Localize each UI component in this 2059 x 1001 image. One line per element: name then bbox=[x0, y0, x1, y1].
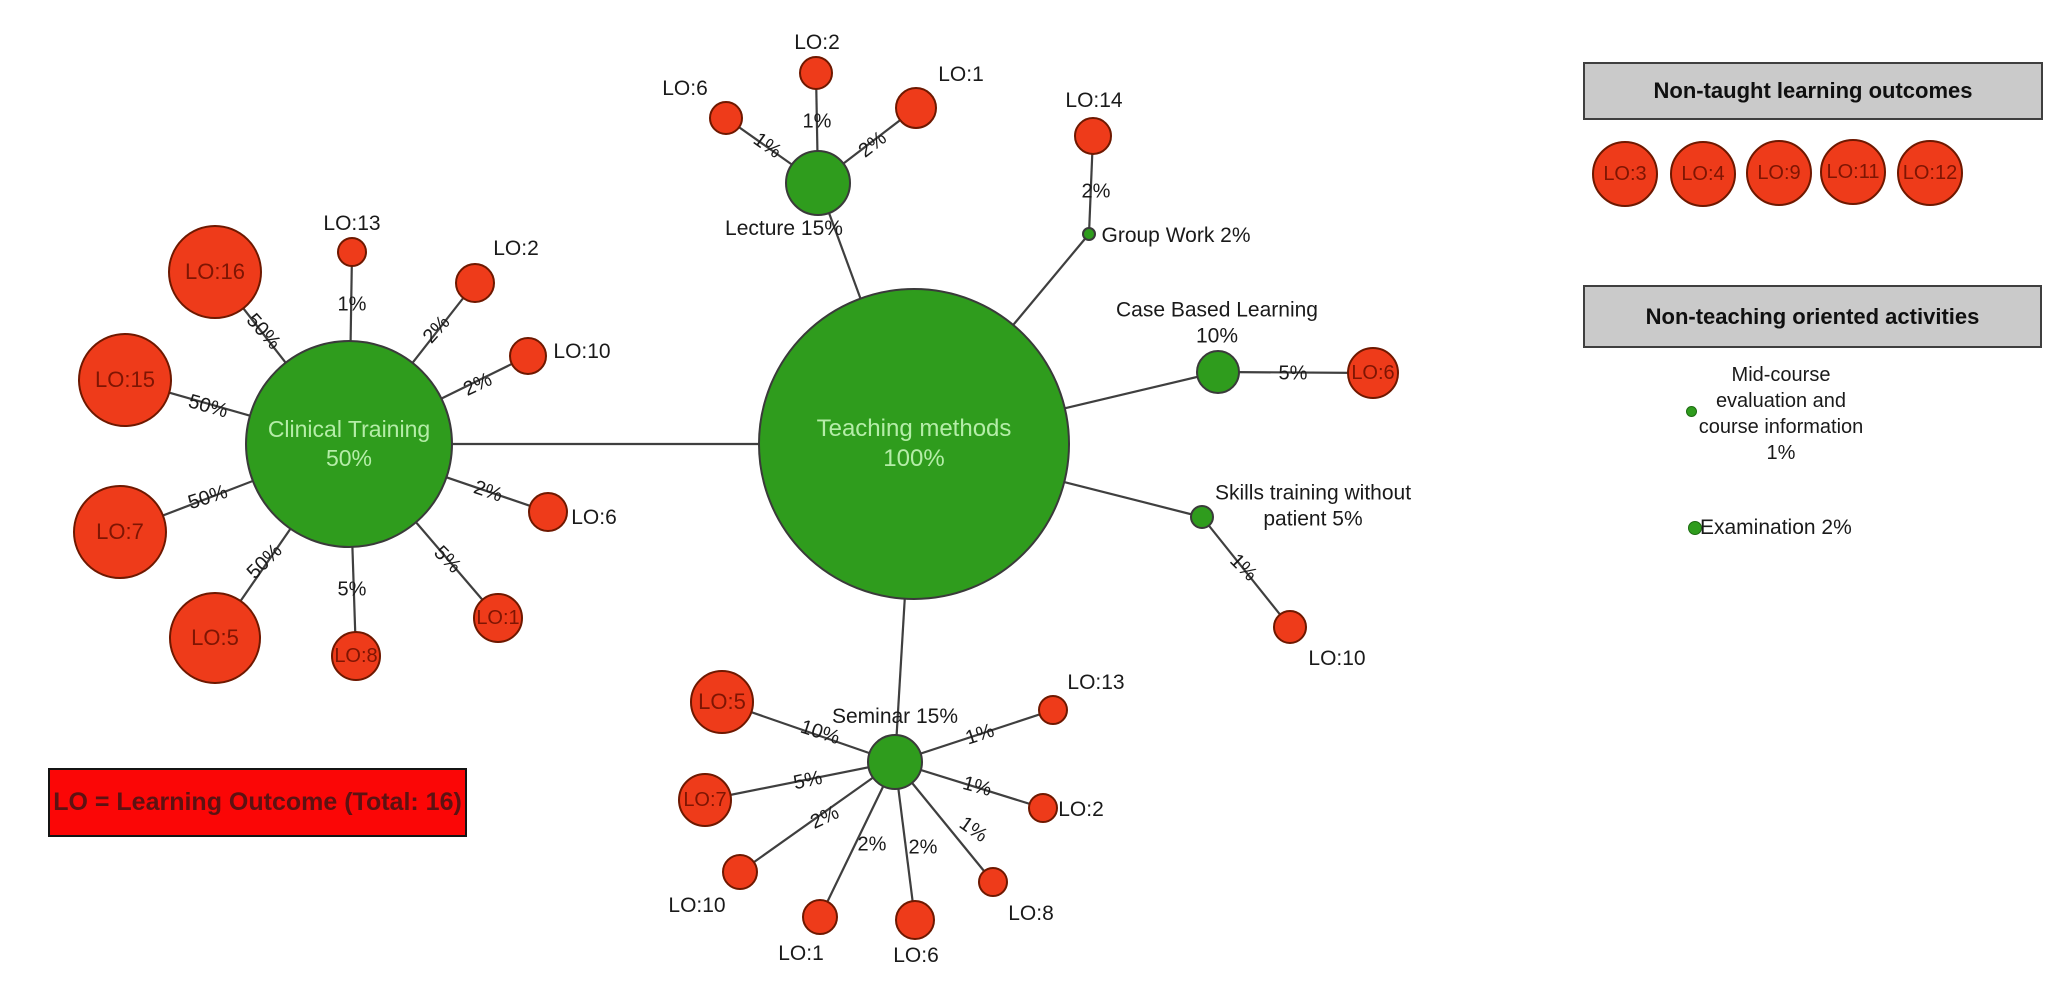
edge-line-skills-sk_lo10 bbox=[1201, 516, 1291, 628]
edge-label-case_based-cbl_lo6: 5% bbox=[1278, 362, 1308, 385]
node-sem_lo1 bbox=[802, 899, 838, 935]
node-cbl_lo6: LO:6 bbox=[1347, 347, 1399, 399]
node-cl_lo6 bbox=[528, 492, 568, 532]
node-label-cl_lo2: LO:2 bbox=[493, 237, 539, 261]
edge-label-seminar-sem_lo6: 2% bbox=[908, 836, 938, 859]
node-cl_lo10 bbox=[509, 337, 547, 375]
node-sem_lo8 bbox=[978, 867, 1008, 897]
node-skills bbox=[1190, 505, 1214, 529]
node-cl_lo2 bbox=[455, 263, 495, 303]
edge-line-seminar-sem_lo1 bbox=[819, 761, 896, 918]
node-label-seminar: Seminar 15% bbox=[831, 705, 959, 729]
node-label-case_based: Case Based Learning 10% bbox=[1116, 298, 1318, 347]
edge-label-lecture-lec_lo6: 1% bbox=[749, 128, 786, 163]
node-lecture bbox=[785, 150, 851, 216]
node-teaching: Teaching methods 100% bbox=[758, 288, 1070, 600]
edge-label-clinical-cl_lo15: 50% bbox=[185, 390, 231, 423]
node-case_based bbox=[1196, 350, 1240, 394]
node-cl_lo7: LO:7 bbox=[73, 485, 167, 579]
node-label-sk_lo10: LO:10 bbox=[1308, 647, 1366, 671]
node-label-sem_lo2: LO:2 bbox=[1058, 798, 1104, 822]
node-sem_lo2 bbox=[1028, 793, 1058, 823]
node-sem_lo7: LO:7 bbox=[678, 773, 732, 827]
node-cl_lo15: LO:15 bbox=[78, 333, 172, 427]
edge-label-skills-sk_lo10: 1% bbox=[1225, 549, 1262, 586]
edge-label-lecture-lec_lo2: 1% bbox=[802, 110, 832, 133]
edge-label-clinical-cl_lo16: 50% bbox=[241, 309, 285, 354]
node-label-sem_lo10: LO:10 bbox=[668, 894, 726, 918]
node-label-lecture: Lecture 15% bbox=[725, 217, 843, 241]
node-label-group_work: Group Work 2% bbox=[1101, 224, 1251, 248]
node-sem_lo10 bbox=[722, 854, 758, 890]
legend-non-taught-lo-0: LO:3 bbox=[1592, 141, 1658, 207]
edge-label-clinical-cl_lo13: 1% bbox=[337, 293, 367, 316]
edge-label-seminar-sem_lo1: 2% bbox=[857, 833, 887, 856]
legend-non-taught-lo-3: LO:11 bbox=[1820, 139, 1886, 205]
node-label-cl_lo10: LO:10 bbox=[553, 340, 611, 364]
edge-label-seminar-sem_lo8: 1% bbox=[955, 812, 992, 847]
edge-line-seminar-sem_lo10 bbox=[739, 761, 896, 873]
mid-course-label: Mid-course evaluation and course informa… bbox=[1698, 364, 1864, 464]
node-group_work bbox=[1082, 227, 1096, 241]
node-label-sem_lo1: LO:1 bbox=[778, 942, 824, 966]
legend-header-non-taught-outcomes: Non-taught learning outcomes bbox=[1583, 62, 2043, 120]
node-label-cl_lo6: LO:6 bbox=[571, 506, 617, 530]
lo-abbreviation-note-box: LO = Learning Outcome (Total: 16) bbox=[48, 768, 467, 837]
edge-label-clinical-cl_lo8: 5% bbox=[337, 578, 367, 601]
node-lec_lo6 bbox=[709, 101, 743, 135]
node-sem_lo13 bbox=[1038, 695, 1068, 725]
node-label-cl_lo13: LO:13 bbox=[323, 212, 381, 236]
node-seminar bbox=[867, 734, 923, 790]
legend-non-taught-lo-1: LO:4 bbox=[1670, 141, 1736, 207]
node-lec_lo2 bbox=[799, 56, 833, 90]
node-label-lec_lo6: LO:6 bbox=[662, 77, 708, 101]
node-cl_lo1: LO:1 bbox=[473, 593, 523, 643]
node-label-sem_lo8: LO:8 bbox=[1008, 902, 1054, 926]
legend-header-non-teaching-activities: Non-teaching oriented activities bbox=[1583, 285, 2042, 348]
node-label-lec_lo2: LO:2 bbox=[794, 31, 840, 55]
node-lec_lo1 bbox=[895, 87, 937, 129]
node-cl_lo5: LO:5 bbox=[169, 592, 261, 684]
edge-label-clinical-cl_lo1: 5% bbox=[429, 541, 466, 578]
node-cl_lo13 bbox=[337, 237, 367, 267]
edge-label-seminar-sem_lo13: 1% bbox=[962, 719, 997, 750]
edge-label-clinical-cl_lo10: 2% bbox=[460, 368, 496, 401]
edge-label-clinical-cl_lo6: 2% bbox=[470, 476, 506, 507]
node-sk_lo10 bbox=[1273, 610, 1307, 644]
node-cl_lo8: LO:8 bbox=[331, 631, 381, 681]
mid-course-dot-icon bbox=[1686, 406, 1697, 417]
node-sem_lo5: LO:5 bbox=[690, 670, 754, 734]
node-label-lec_lo1: LO:1 bbox=[938, 63, 984, 87]
edge-label-seminar-sem_lo10: 2% bbox=[807, 801, 843, 834]
node-cl_lo16: LO:16 bbox=[168, 225, 262, 319]
node-label-sem_lo13: LO:13 bbox=[1067, 671, 1125, 695]
edge-label-seminar-sem_lo7: 5% bbox=[791, 766, 825, 795]
node-gw_lo14 bbox=[1074, 117, 1112, 155]
node-sem_lo6 bbox=[895, 900, 935, 940]
node-label-sem_lo6: LO:6 bbox=[893, 944, 939, 968]
node-label-gw_lo14: LO:14 bbox=[1065, 89, 1123, 113]
node-clinical: Clinical Training 50% bbox=[245, 340, 453, 548]
node-label-skills: Skills training without patient 5% bbox=[1214, 481, 1412, 530]
legend-non-taught-lo-2: LO:9 bbox=[1746, 140, 1812, 206]
examination-label: Examination 2% bbox=[1700, 516, 1852, 539]
edge-label-lecture-lec_lo1: 2% bbox=[854, 127, 891, 163]
edge-label-clinical-cl_lo2: 2% bbox=[418, 311, 455, 348]
edge-label-clinical-cl_lo7: 50% bbox=[185, 480, 231, 515]
edge-label-group_work-gw_lo14: 2% bbox=[1081, 180, 1111, 203]
edge-label-seminar-sem_lo2: 1% bbox=[960, 772, 994, 801]
edge-line-seminar-sem_lo7 bbox=[704, 760, 896, 802]
edge-label-clinical-cl_lo5: 50% bbox=[242, 539, 287, 584]
examination-dot-icon bbox=[1688, 521, 1702, 535]
legend-non-taught-lo-4: LO:12 bbox=[1897, 140, 1963, 206]
